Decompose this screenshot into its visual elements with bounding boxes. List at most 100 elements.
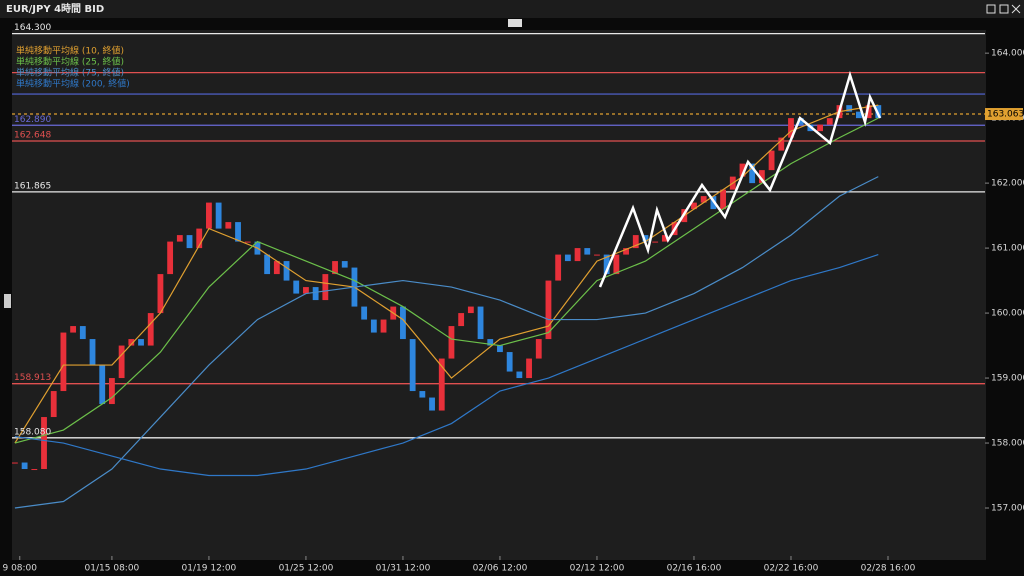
x-tick-label: 02/22 16:00: [764, 564, 819, 574]
y-tick-label: 157.000: [991, 504, 1024, 514]
candle: [12, 462, 18, 464]
y-tick-label: 159.000: [991, 374, 1024, 384]
candle: [749, 163, 756, 184]
candle: [535, 339, 542, 359]
candle: [303, 287, 309, 294]
ma-line: [14, 117, 879, 444]
candle: [467, 306, 474, 314]
maximize-button[interactable]: [999, 4, 1009, 14]
candle: [341, 261, 348, 268]
candle: [506, 352, 513, 372]
candle: [778, 137, 785, 151]
candle: [574, 248, 581, 262]
y-tick-label: 158.000: [991, 439, 1024, 449]
candle: [118, 345, 125, 379]
side-button[interactable]: [4, 294, 11, 308]
y-tick-label: 164.000: [991, 49, 1024, 59]
x-tick-label: 02/06 12:00: [473, 564, 528, 574]
candle: [603, 254, 610, 275]
candle: [700, 196, 707, 203]
chart-title: EUR/JPY 4時間 BID: [6, 2, 104, 15]
y-tick-label: 162.000: [991, 179, 1024, 189]
candle: [739, 163, 746, 177]
level-label: 164.300: [14, 23, 51, 33]
candle: [788, 118, 794, 138]
candle: [555, 254, 562, 281]
candle: [613, 254, 620, 275]
price-badge: [985, 108, 1023, 121]
candle: [186, 235, 193, 249]
legend-entry: 単純移動平均線 (75, 終値): [16, 67, 124, 79]
candle: [438, 358, 445, 411]
legend-entry: 単純移動平均線 (200, 終値): [16, 78, 130, 90]
candle: [215, 202, 222, 229]
ma-line: [14, 176, 879, 509]
candle: [516, 371, 523, 379]
candle: [691, 202, 697, 210]
close-button[interactable]: [1011, 4, 1021, 14]
candle: [419, 391, 426, 398]
candle: [312, 287, 319, 301]
candle: [526, 358, 532, 379]
candle: [584, 248, 591, 255]
candle: [128, 339, 135, 346]
x-tick-label: 02/28 16:00: [861, 564, 916, 574]
level-label: 158.080: [14, 427, 51, 437]
level-label: 163.063: [987, 110, 1024, 120]
x-tick-label: 01/25 12:00: [279, 564, 334, 574]
settings-button[interactable]: [986, 4, 996, 14]
level-label: 158.913: [14, 373, 51, 383]
x-tick-label: 02/16 16:00: [667, 564, 722, 574]
collapse-button[interactable]: [508, 19, 522, 27]
candle: [283, 261, 290, 281]
candle: [623, 248, 629, 255]
candle: [79, 326, 86, 340]
candle: [157, 274, 164, 314]
y-tick-label: 161.000: [991, 244, 1024, 254]
y-tick-label: 160.000: [991, 309, 1024, 319]
candle: [720, 189, 726, 210]
candle: [448, 326, 455, 359]
candle: [477, 306, 484, 340]
candle: [361, 306, 368, 320]
candle: [642, 235, 649, 242]
candle: [429, 397, 435, 411]
candle: [99, 365, 106, 405]
candle: [167, 241, 174, 275]
candle: [826, 118, 833, 125]
candle: [264, 254, 271, 275]
candle: [21, 462, 28, 470]
title-bar: [0, 0, 1024, 18]
candle: [109, 378, 115, 405]
candle: [138, 339, 144, 346]
candle: [322, 274, 329, 301]
candle: [332, 261, 338, 275]
candle: [497, 345, 503, 353]
candle: [60, 332, 67, 392]
candle: [632, 235, 639, 249]
candle: [545, 280, 552, 340]
candle: [380, 319, 387, 333]
x-tick-label: 9 08:00: [2, 564, 37, 574]
candle: [147, 313, 154, 346]
x-tick-label: 01/31 12:00: [376, 564, 431, 574]
candle: [244, 241, 251, 243]
candle: [273, 261, 280, 275]
candle: [400, 306, 406, 340]
candle: [196, 228, 203, 249]
legend-entry: 単純移動平均線 (25, 終値): [16, 56, 124, 68]
candle: [293, 280, 300, 294]
candle: [797, 118, 804, 125]
x-tick-label: 02/12 12:00: [570, 564, 625, 574]
drawn-zigzag: [598, 70, 882, 288]
candle: [50, 391, 57, 418]
candle: [225, 222, 232, 229]
candle: [31, 469, 38, 471]
candle: [487, 339, 494, 346]
candle: [409, 339, 416, 392]
candle: [458, 313, 465, 327]
candle: [846, 105, 853, 112]
candle: [206, 202, 212, 229]
